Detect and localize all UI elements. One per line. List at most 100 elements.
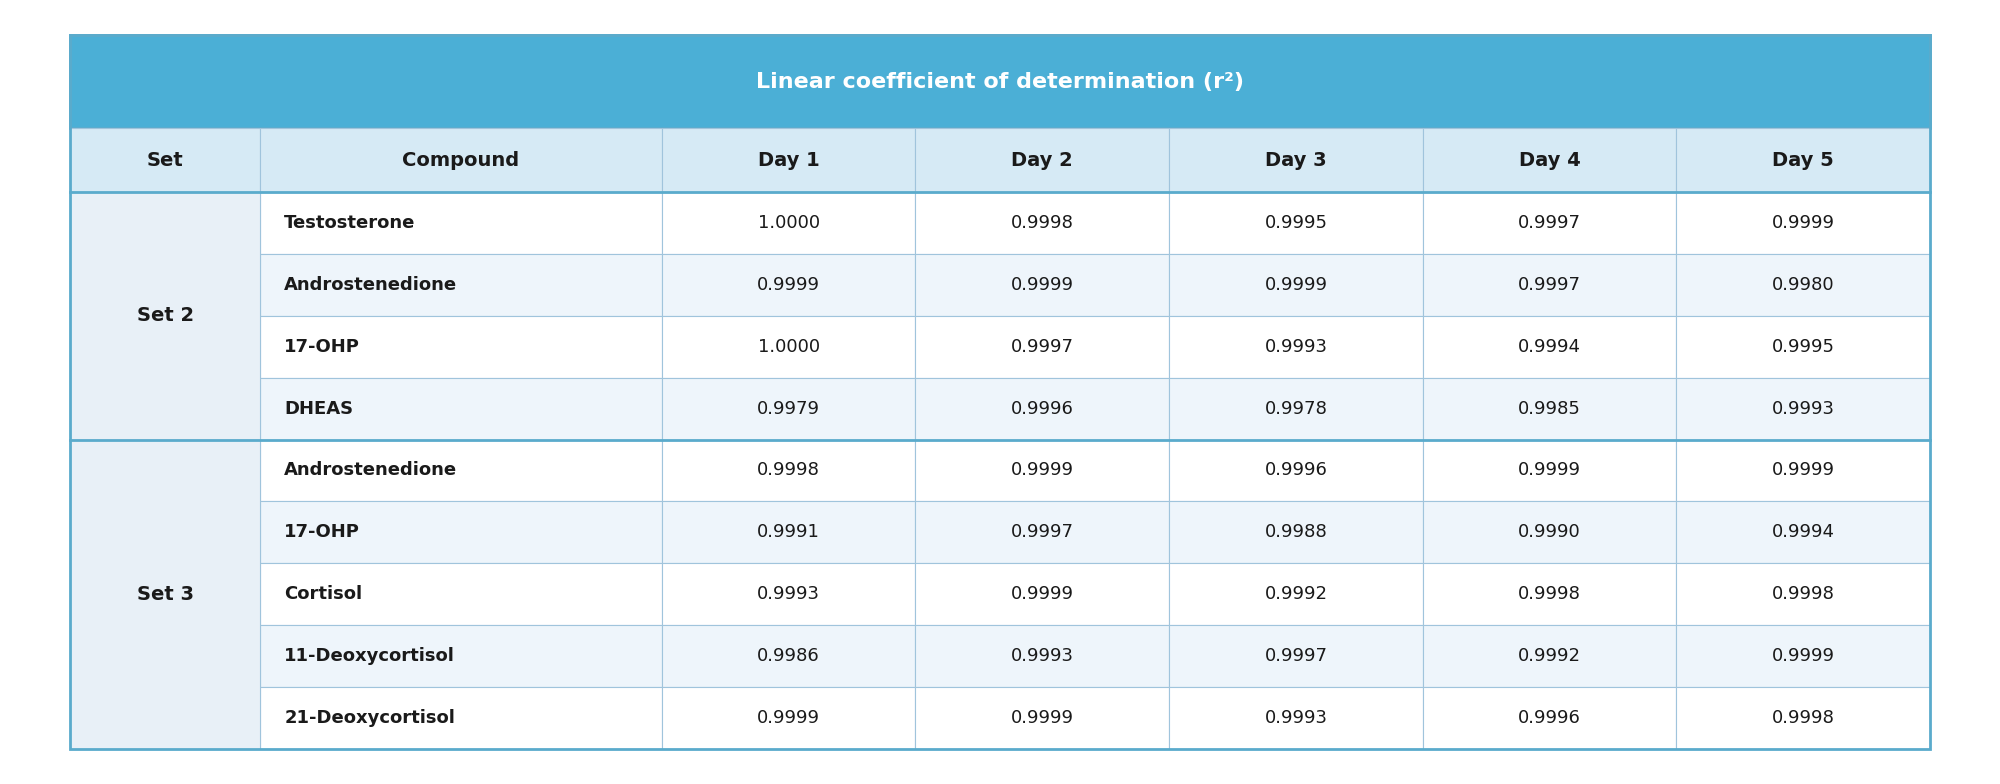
- Bar: [916, 563, 1170, 625]
- Bar: [70, 440, 260, 502]
- Text: 0.9997: 0.9997: [1264, 647, 1328, 665]
- Text: 0.9990: 0.9990: [1518, 523, 1580, 541]
- Text: Androstenedione: Androstenedione: [284, 276, 458, 294]
- Bar: [70, 687, 260, 749]
- Bar: [916, 625, 1170, 687]
- Bar: [662, 316, 916, 378]
- Bar: [1676, 687, 1930, 749]
- Text: Compound: Compound: [402, 151, 520, 169]
- Text: Set 3: Set 3: [136, 585, 194, 604]
- Text: 0.9993: 0.9993: [1010, 647, 1074, 665]
- Text: Day 2: Day 2: [1012, 151, 1074, 169]
- Bar: [70, 378, 260, 440]
- Text: Androstenedione: Androstenedione: [284, 462, 458, 480]
- Bar: [260, 316, 662, 378]
- Text: Testosterone: Testosterone: [284, 214, 416, 232]
- Text: 0.9999: 0.9999: [1010, 709, 1074, 727]
- Text: Day 4: Day 4: [1518, 151, 1580, 169]
- Bar: [70, 254, 260, 316]
- Bar: [70, 625, 260, 687]
- Text: 0.9999: 0.9999: [758, 709, 820, 727]
- Text: 0.9996: 0.9996: [1264, 462, 1328, 480]
- Bar: [1422, 440, 1676, 502]
- Bar: [1676, 440, 1930, 502]
- Text: 0.9998: 0.9998: [1010, 214, 1074, 232]
- Bar: [1170, 625, 1422, 687]
- Text: 0.9992: 0.9992: [1518, 647, 1582, 665]
- Bar: [260, 440, 662, 502]
- Text: Set 2: Set 2: [136, 307, 194, 325]
- Text: 0.9980: 0.9980: [1772, 276, 1834, 294]
- Text: 0.9996: 0.9996: [1518, 709, 1580, 727]
- Text: 0.9999: 0.9999: [1518, 462, 1582, 480]
- Bar: [1676, 563, 1930, 625]
- Text: 0.9999: 0.9999: [1264, 276, 1328, 294]
- Bar: [70, 35, 1930, 128]
- Bar: [1170, 563, 1422, 625]
- Bar: [1170, 687, 1422, 749]
- Text: 0.9979: 0.9979: [758, 400, 820, 418]
- Bar: [662, 687, 916, 749]
- Bar: [916, 687, 1170, 749]
- Bar: [1676, 254, 1930, 316]
- Bar: [1676, 378, 1930, 440]
- Bar: [662, 378, 916, 440]
- Text: 0.9991: 0.9991: [758, 523, 820, 541]
- Text: Linear coefficient of determination (r²): Linear coefficient of determination (r²): [756, 71, 1244, 92]
- Text: 0.9994: 0.9994: [1518, 338, 1582, 356]
- Text: 0.9998: 0.9998: [1518, 585, 1580, 603]
- Bar: [260, 502, 662, 563]
- Bar: [1422, 563, 1676, 625]
- Text: 0.9978: 0.9978: [1264, 400, 1328, 418]
- Text: 1.0000: 1.0000: [758, 214, 820, 232]
- Bar: [1170, 440, 1422, 502]
- Bar: [70, 128, 260, 192]
- Text: 0.9998: 0.9998: [1772, 585, 1834, 603]
- Bar: [1170, 254, 1422, 316]
- Bar: [1170, 378, 1422, 440]
- Bar: [70, 502, 260, 563]
- Text: 0.9992: 0.9992: [1264, 585, 1328, 603]
- Bar: [70, 192, 260, 254]
- Bar: [662, 192, 916, 254]
- Bar: [260, 625, 662, 687]
- Text: 0.9993: 0.9993: [758, 585, 820, 603]
- Bar: [916, 502, 1170, 563]
- Bar: [1422, 378, 1676, 440]
- Text: 0.9993: 0.9993: [1264, 709, 1328, 727]
- Bar: [916, 192, 1170, 254]
- Bar: [1170, 128, 1422, 192]
- Bar: [1676, 192, 1930, 254]
- Bar: [1422, 128, 1676, 192]
- Text: 0.9985: 0.9985: [1518, 400, 1580, 418]
- Text: 0.9999: 0.9999: [1010, 585, 1074, 603]
- Text: Cortisol: Cortisol: [284, 585, 362, 603]
- Text: 0.9996: 0.9996: [1010, 400, 1074, 418]
- Bar: [662, 502, 916, 563]
- Bar: [260, 378, 662, 440]
- Bar: [260, 687, 662, 749]
- Bar: [1676, 502, 1930, 563]
- Bar: [1170, 192, 1422, 254]
- Text: 1.0000: 1.0000: [758, 338, 820, 356]
- Bar: [1422, 625, 1676, 687]
- Bar: [662, 440, 916, 502]
- Bar: [916, 440, 1170, 502]
- Text: 21-Deoxycortisol: 21-Deoxycortisol: [284, 709, 456, 727]
- Text: Set: Set: [146, 151, 184, 169]
- Text: 0.9994: 0.9994: [1772, 523, 1834, 541]
- Bar: [1676, 625, 1930, 687]
- Bar: [70, 316, 260, 378]
- Bar: [70, 440, 260, 749]
- Bar: [662, 563, 916, 625]
- Text: 0.9998: 0.9998: [758, 462, 820, 480]
- Bar: [1422, 254, 1676, 316]
- Text: Day 1: Day 1: [758, 151, 820, 169]
- Text: 0.9993: 0.9993: [1772, 400, 1834, 418]
- Text: 0.9999: 0.9999: [1010, 276, 1074, 294]
- Text: 17-OHP: 17-OHP: [284, 523, 360, 541]
- Bar: [260, 128, 662, 192]
- Text: 0.9997: 0.9997: [1518, 214, 1582, 232]
- Text: 0.9998: 0.9998: [1772, 709, 1834, 727]
- Bar: [260, 563, 662, 625]
